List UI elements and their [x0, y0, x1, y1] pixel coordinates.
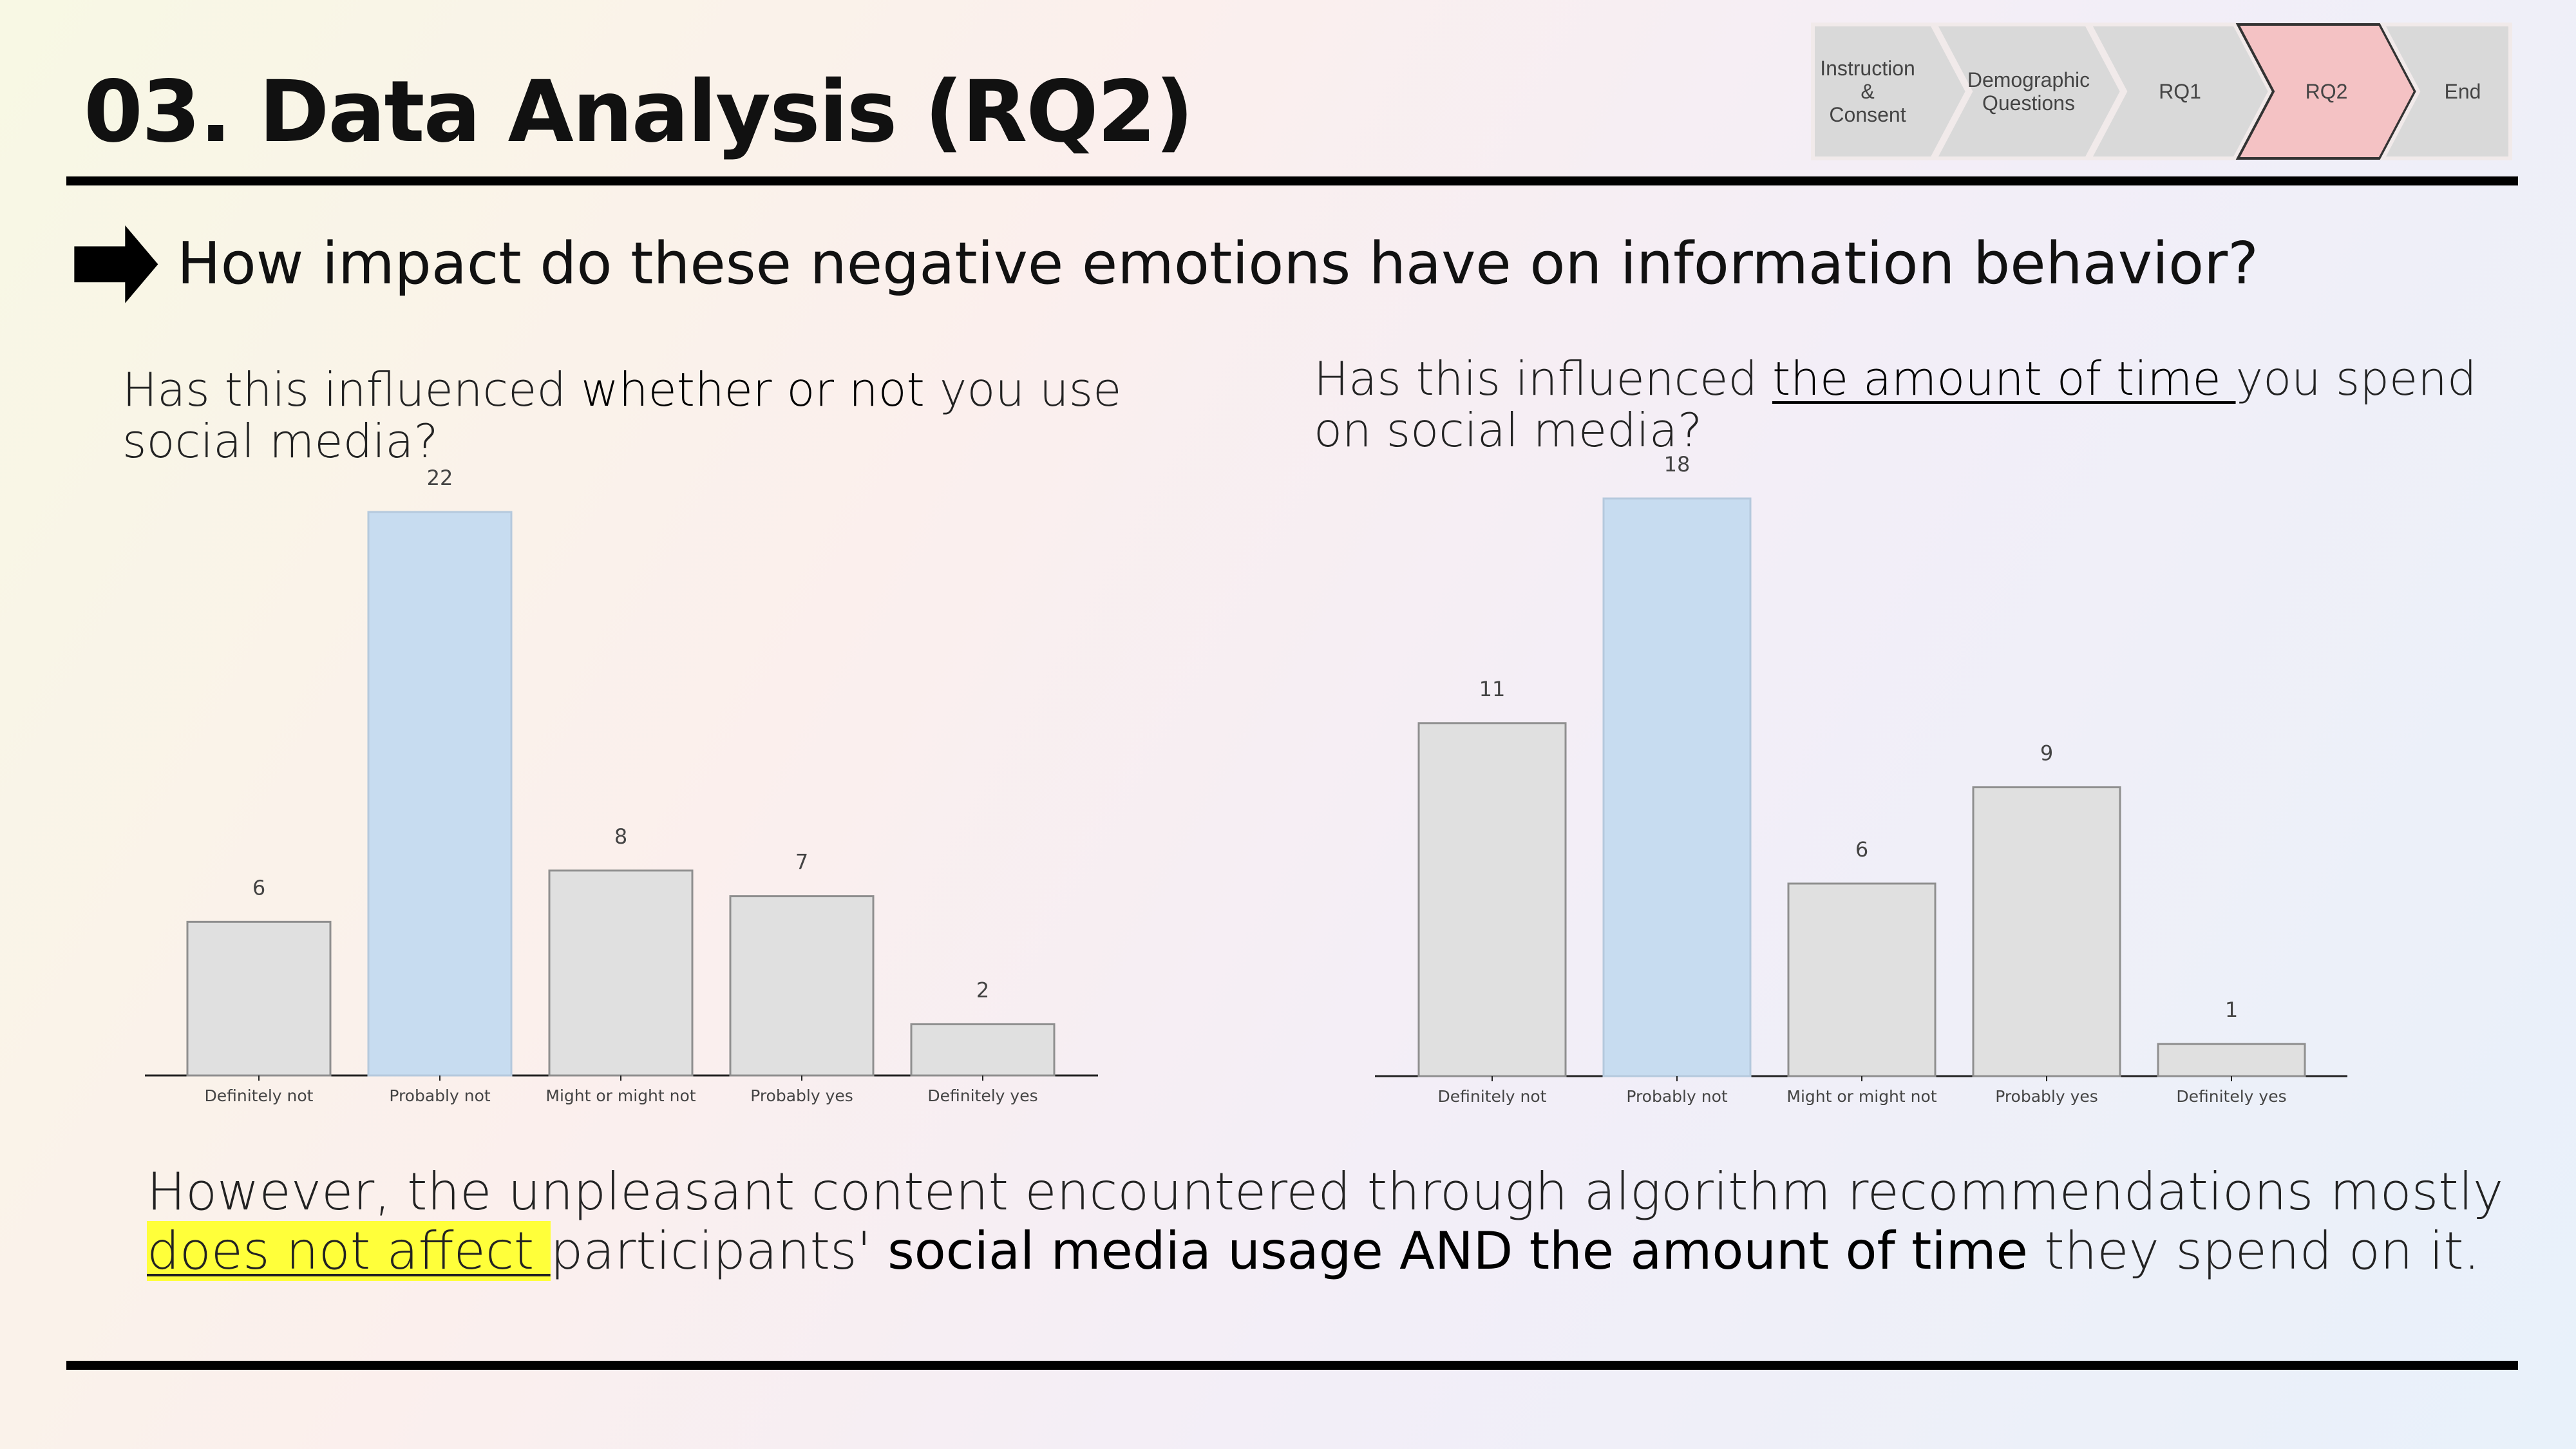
page-title: 03. Data Analysis (RQ2)	[84, 62, 1194, 162]
bar-value-label: 11	[1479, 677, 1506, 701]
x-tick-label: Definitely yes	[927, 1086, 1037, 1105]
progress-step-label: RQ1	[2159, 80, 2201, 103]
x-tick-label: Probably not	[389, 1086, 491, 1105]
bar-value-label: 22	[427, 466, 453, 490]
x-tick-label: Definitely yes	[2176, 1087, 2286, 1106]
right-chart-question: Has this influenced the amount of time y…	[1314, 352, 2477, 457]
usage-bar-chart: 6 Definitely not 22 Probably not 8 Might or m…	[145, 466, 1098, 1105]
x-tick-label: Probably yes	[750, 1086, 853, 1105]
bar-value-label: 6	[1855, 837, 1868, 862]
progress-step-label: Questions	[1982, 91, 2075, 115]
summary-text: However, the unpleasant content encounte…	[147, 1162, 2504, 1281]
progress-step-label: &	[1861, 80, 1874, 103]
bar-value-label: 7	[795, 850, 808, 875]
progress-step-shape	[2087, 23, 2273, 160]
progress-step-shape	[2380, 23, 2512, 160]
time-bar-chart: 11 Definitely not 18 Probably not 6 Might or …	[1375, 452, 2347, 1106]
bar	[1972, 786, 2121, 1077]
bar	[186, 920, 332, 1077]
bar-value-label: 8	[614, 824, 627, 849]
bar	[548, 869, 694, 1077]
title-divider	[66, 176, 2518, 185]
bar	[2157, 1043, 2306, 1077]
bar	[1417, 722, 1567, 1077]
bar	[367, 511, 513, 1077]
arrow-right-icon	[74, 225, 158, 303]
progress-step: RQ1	[2087, 23, 2273, 160]
progress-step-label: Consent	[1829, 103, 1906, 126]
x-tick-label: Probably yes	[1995, 1087, 2098, 1106]
bar-value-label: 9	[2040, 741, 2053, 766]
research-question: How impact do these negative emotions ha…	[177, 230, 2259, 298]
bar-value-label: 6	[252, 875, 265, 900]
progress-step-label: Demographic	[1967, 68, 2090, 91]
x-tick-label: Might or might not	[1786, 1087, 1937, 1106]
progress-step-shape	[1932, 23, 2125, 160]
bar-value-label: 1	[2225, 998, 2238, 1022]
progress-step: RQ2	[2235, 23, 2417, 160]
x-tick-label: Might or might not	[545, 1086, 696, 1105]
bottom-divider	[66, 1361, 2518, 1370]
progress-step-label: Instruction	[1820, 57, 1915, 80]
progress-step: Instruction&Consent	[1811, 23, 1970, 160]
x-tick-label: Definitely not	[1438, 1087, 1547, 1106]
progress-step-label: RQ2	[2306, 80, 2348, 103]
progress-step-label: End	[2445, 80, 2481, 103]
progress-step: End	[2380, 23, 2512, 160]
left-chart-question: Has this influenced whether or not you u…	[122, 363, 1122, 468]
x-tick-label: Probably not	[1626, 1087, 1728, 1106]
bar	[1602, 497, 1752, 1077]
progress-step-shape	[1811, 23, 1970, 160]
bar	[1787, 882, 1937, 1077]
bar-value-label: 2	[976, 978, 989, 1002]
progress-step-active-shape	[2235, 23, 2417, 160]
bar-value-label: 18	[1664, 452, 1690, 477]
x-tick-label: Definitely not	[205, 1086, 314, 1105]
bar	[729, 895, 875, 1077]
bar	[910, 1023, 1056, 1077]
